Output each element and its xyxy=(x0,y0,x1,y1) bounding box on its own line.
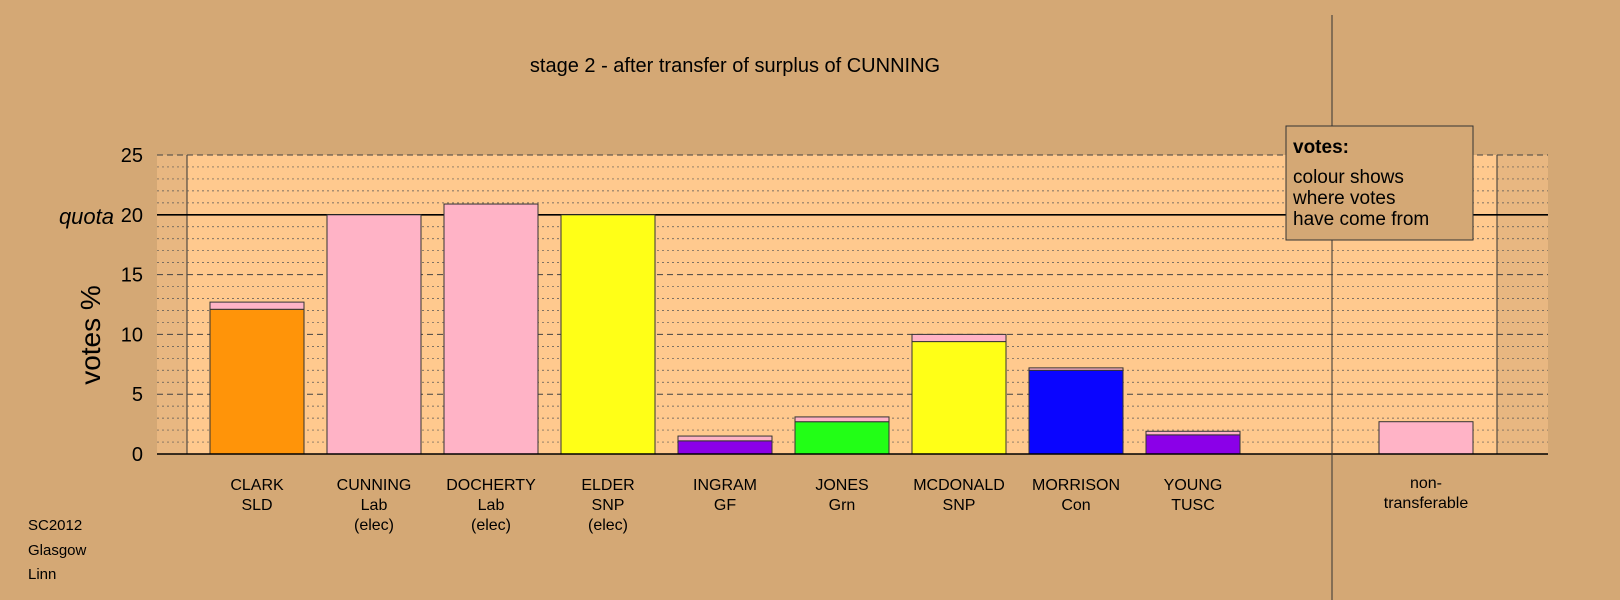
bar-segment-nontransferable xyxy=(1378,421,1474,455)
x-tick-label: non- xyxy=(1410,475,1442,492)
x-tick-label: SNP xyxy=(592,497,625,514)
footer-line: SC2012 xyxy=(28,517,82,534)
footer-line: Linn xyxy=(28,566,56,583)
bars xyxy=(157,154,1548,455)
x-tick-label: (elec) xyxy=(471,517,511,534)
y-tick-label: 0 xyxy=(132,444,143,466)
x-tick-label: CUNNING xyxy=(337,477,412,494)
bar-segment xyxy=(794,421,890,455)
y-tick-label: 15 xyxy=(121,265,143,287)
x-tick-label: Lab xyxy=(361,497,388,514)
x-tick-label: (elec) xyxy=(354,517,394,534)
x-tick-label: YOUNG xyxy=(1164,477,1223,494)
x-tick-label: GF xyxy=(714,497,736,514)
y-axis-label: votes % xyxy=(75,285,106,385)
legend-line: colour shows xyxy=(1293,167,1404,188)
y-tick-label: 25 xyxy=(121,145,143,167)
y-tick-label: 10 xyxy=(121,324,143,346)
legend: votes: colour shows where votes have com… xyxy=(1285,125,1474,241)
y-tick-labels: 0 5 10 15 20 25 xyxy=(121,145,143,466)
x-tick-label: CLARK xyxy=(230,477,284,494)
plot-side-shade-left xyxy=(157,155,187,454)
bar-segment xyxy=(677,435,773,442)
x-tick-label: Con xyxy=(1061,497,1090,514)
x-tick-label: MCDONALD xyxy=(913,477,1005,494)
x-tick-label: TUSC xyxy=(1171,497,1215,514)
bar-segment xyxy=(677,440,773,455)
footer-line: Glasgow xyxy=(28,542,87,559)
x-tick-label: Grn xyxy=(829,497,856,514)
bar-segment xyxy=(1028,367,1124,371)
bar-segment xyxy=(326,214,422,455)
bar-segment xyxy=(1145,430,1241,436)
y-tick-label: 20 xyxy=(121,205,143,227)
x-tick-label: transferable xyxy=(1384,495,1469,512)
legend-title: votes: xyxy=(1293,137,1349,158)
x-tick-label: DOCHERTY xyxy=(446,477,536,494)
bar-segment xyxy=(911,341,1007,455)
y-tick-label: 5 xyxy=(132,384,143,406)
bar-segment xyxy=(1028,369,1124,455)
plot-side-shade-right xyxy=(1497,155,1548,454)
bar-segment xyxy=(209,308,305,455)
bar-segment xyxy=(443,203,539,455)
chart-title: stage 2 - after transfer of surplus of C… xyxy=(530,55,940,77)
x-tick-label: SNP xyxy=(943,497,976,514)
x-tick-label: SLD xyxy=(241,497,272,514)
legend-line: where votes xyxy=(1292,188,1395,209)
x-tick-label: ELDER xyxy=(581,477,634,494)
x-tick-label: MORRISON xyxy=(1032,477,1120,494)
bar-segment xyxy=(1145,434,1241,455)
x-tick-label: INGRAM xyxy=(693,477,757,494)
x-tick-label: (elec) xyxy=(588,517,628,534)
bar-segment xyxy=(560,214,656,455)
quota-label: quota xyxy=(59,204,114,229)
x-tick-label: Lab xyxy=(478,497,505,514)
bar-segment xyxy=(209,301,305,310)
x-tick-label: JONES xyxy=(815,477,868,494)
x-labels: CLARK SLD CUNNING Lab (elec) DOCHERTY Lab (elec… xyxy=(230,475,1468,534)
bar-segment xyxy=(794,416,890,423)
bar-segment xyxy=(911,333,1007,343)
footer: SC2012 Glasgow Linn xyxy=(28,517,87,583)
legend-box xyxy=(1285,125,1474,241)
legend-line: have come from xyxy=(1293,209,1429,230)
